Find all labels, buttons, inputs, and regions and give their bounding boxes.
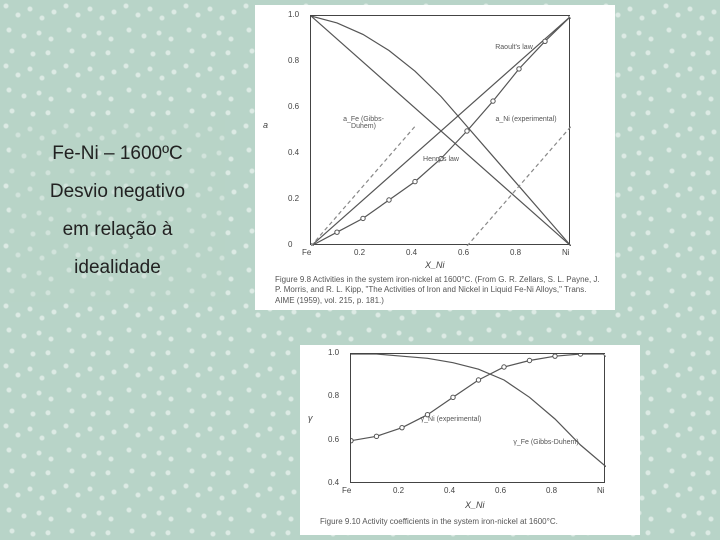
description-panel: Fe-Ni – 1600ºC Desvio negativo em relaçã… (10, 120, 225, 302)
line1: Fe-Ni – 1600ºC (20, 135, 215, 173)
ylabel-gamma: γ (308, 413, 313, 423)
aFe-label: a_Fe (Gibbs-Duhem) (331, 116, 396, 130)
gFe-label: γ_Fe (Gibbs-Duhem) (501, 439, 591, 446)
gNi-label: γ_Ni (experimental) (411, 416, 491, 423)
line2: Desvio negativo (20, 173, 215, 211)
figure-9-8: Raoult's law Henry's law a_Fe (Gibbs-Duh… (255, 5, 615, 310)
xlabel-xni-top: X_Ni (425, 260, 445, 270)
ylabel-a: a (263, 120, 268, 130)
raoult-label: Raoult's law (489, 44, 539, 51)
gamma-plot-area: γ_Ni (experimental) γ_Fe (Gibbs-Duhem) (350, 353, 605, 483)
activity-plot-area: Raoult's law Henry's law a_Fe (Gibbs-Duh… (310, 15, 570, 245)
line3: em relação à (20, 211, 215, 249)
xlabel-xni-bot: X_Ni (465, 500, 485, 510)
aNi-label: a_Ni (experimental) (491, 116, 561, 123)
caption-9-10: Figure 9.10 Activity coefficients in the… (320, 517, 630, 527)
figure-9-10: γ_Ni (experimental) γ_Fe (Gibbs-Duhem) γ… (300, 345, 640, 535)
caption-9-8: Figure 9.8 Activities in the system iron… (275, 275, 605, 306)
henry-label: Henry's law (419, 156, 463, 163)
line4: idealidade (20, 249, 215, 287)
